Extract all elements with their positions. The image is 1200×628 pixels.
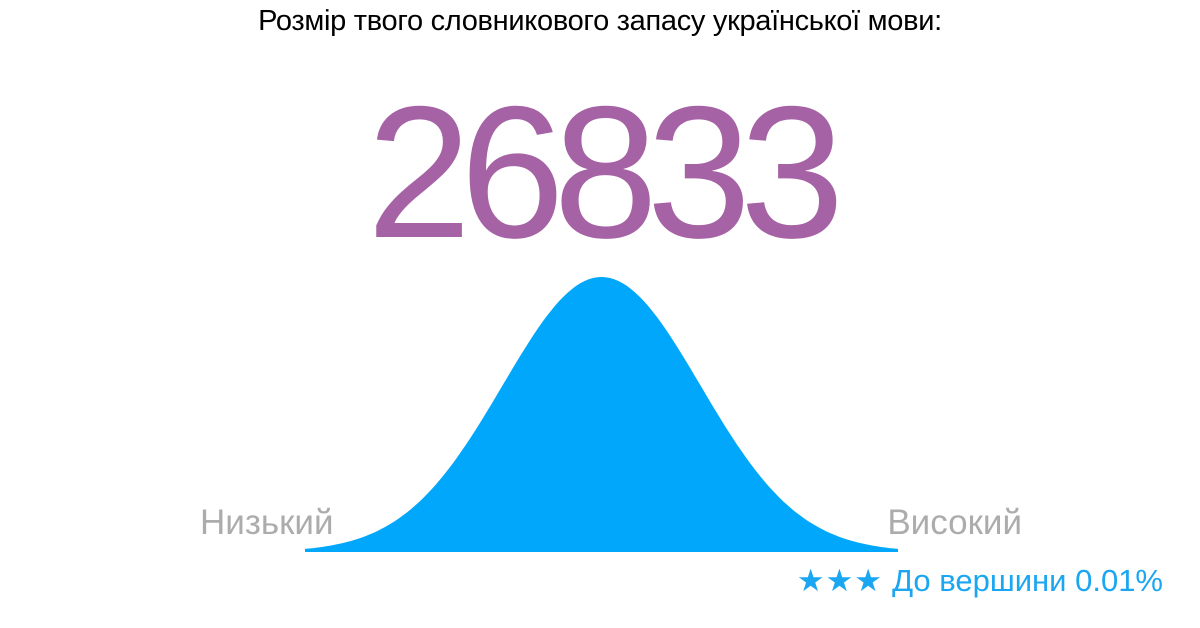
page-title: Розмір твого словникового запасу українс… — [258, 5, 942, 37]
axis-label-high: Високий — [887, 503, 1022, 542]
axis-label-low: Низький — [200, 503, 334, 542]
vocabulary-score: 26833 — [366, 67, 845, 277]
star-icons: ★★★ — [796, 563, 884, 598]
bell-curve-area — [305, 277, 898, 552]
percentile-text: До вершини 0.01% — [892, 563, 1163, 598]
percentile-annotation: ★★★ До вершини 0.01% — [797, 565, 1163, 596]
